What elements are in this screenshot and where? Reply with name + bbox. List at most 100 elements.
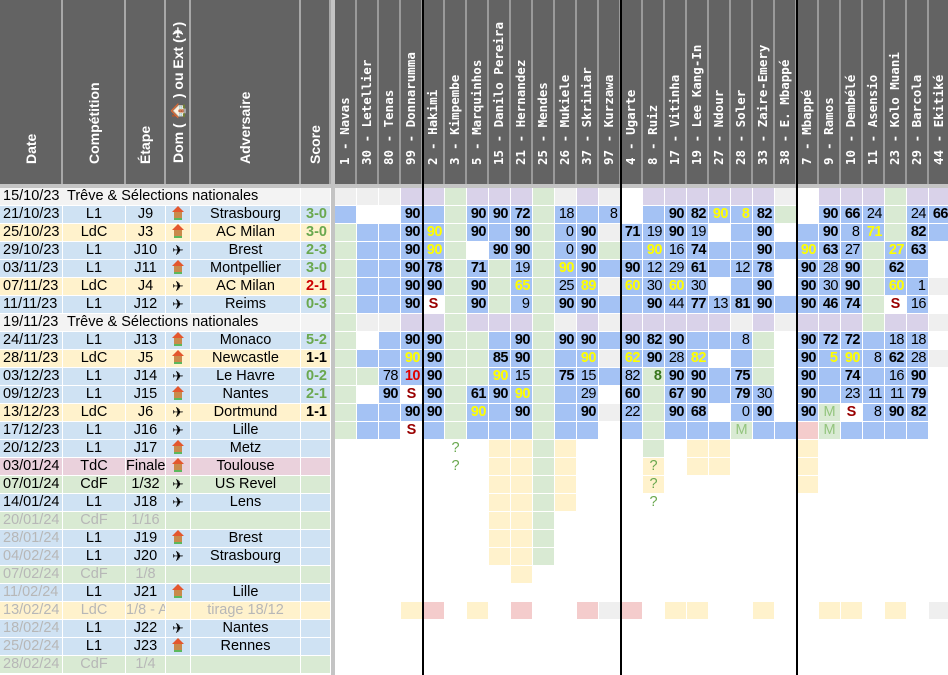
minutes-cell[interactable]: S: [401, 422, 423, 440]
empty-cell[interactable]: [401, 602, 423, 620]
minutes-cell[interactable]: 90: [577, 332, 599, 350]
empty-cell[interactable]: [885, 422, 907, 440]
minutes-cell[interactable]: 90: [467, 404, 489, 422]
empty-cell[interactable]: [775, 458, 797, 476]
empty-cell[interactable]: [929, 296, 948, 314]
empty-cell[interactable]: [445, 656, 467, 674]
empty-cell[interactable]: [643, 422, 665, 440]
empty-cell[interactable]: [687, 422, 709, 440]
empty-cell[interactable]: [929, 602, 948, 620]
empty-cell[interactable]: [709, 602, 731, 620]
minutes-cell[interactable]: 61: [687, 260, 709, 278]
empty-cell[interactable]: [709, 278, 731, 296]
empty-cell[interactable]: [819, 494, 841, 512]
empty-cell[interactable]: [863, 368, 885, 386]
minutes-cell[interactable]: 82: [621, 368, 643, 386]
empty-cell[interactable]: [511, 584, 533, 602]
empty-cell[interactable]: [643, 656, 665, 674]
empty-cell[interactable]: [753, 512, 775, 530]
player-column-header[interactable]: 33 - Zaire-Emery: [753, 0, 775, 186]
empty-cell[interactable]: [687, 548, 709, 566]
minutes-cell[interactable]: 90: [401, 260, 423, 278]
empty-cell[interactable]: [599, 638, 621, 656]
minutes-cell[interactable]: ?: [643, 476, 665, 494]
empty-cell[interactable]: [819, 458, 841, 476]
empty-cell[interactable]: [775, 224, 797, 242]
empty-cell[interactable]: [599, 602, 621, 620]
empty-cell[interactable]: [709, 440, 731, 458]
empty-cell[interactable]: [423, 458, 445, 476]
empty-cell[interactable]: [665, 440, 687, 458]
empty-cell[interactable]: [753, 368, 775, 386]
empty-cell[interactable]: [577, 188, 599, 206]
empty-cell[interactable]: [687, 458, 709, 476]
empty-cell[interactable]: [445, 422, 467, 440]
empty-cell[interactable]: [819, 656, 841, 674]
column-header[interactable]: Adversaire: [191, 0, 301, 186]
minutes-cell[interactable]: 90: [423, 332, 445, 350]
empty-cell[interactable]: [643, 566, 665, 584]
empty-cell[interactable]: [555, 188, 577, 206]
empty-cell[interactable]: [335, 224, 357, 242]
empty-cell[interactable]: [709, 638, 731, 656]
empty-cell[interactable]: [379, 566, 401, 584]
empty-cell[interactable]: [863, 566, 885, 584]
minutes-cell[interactable]: 90: [401, 350, 423, 368]
empty-cell[interactable]: [555, 440, 577, 458]
empty-cell[interactable]: [687, 584, 709, 602]
empty-cell[interactable]: [401, 458, 423, 476]
minutes-cell[interactable]: 82: [907, 404, 929, 422]
empty-cell[interactable]: [841, 458, 863, 476]
empty-cell[interactable]: [819, 512, 841, 530]
player-column-header[interactable]: 26 - Mukiele: [555, 0, 577, 186]
empty-cell[interactable]: [731, 584, 753, 602]
empty-cell[interactable]: [599, 494, 621, 512]
empty-cell[interactable]: [533, 278, 555, 296]
empty-cell[interactable]: [599, 242, 621, 260]
minutes-cell[interactable]: 22: [621, 404, 643, 422]
empty-cell[interactable]: [753, 422, 775, 440]
empty-cell[interactable]: [709, 512, 731, 530]
empty-cell[interactable]: [445, 530, 467, 548]
empty-cell[interactable]: [533, 314, 555, 332]
empty-cell[interactable]: [665, 188, 687, 206]
minutes-cell[interactable]: 0: [555, 224, 577, 242]
empty-cell[interactable]: [753, 440, 775, 458]
row-opponent[interactable]: [191, 512, 301, 530]
minutes-cell[interactable]: 90: [555, 332, 577, 350]
empty-cell[interactable]: [731, 530, 753, 548]
empty-cell[interactable]: [775, 296, 797, 314]
minutes-cell[interactable]: 46: [819, 296, 841, 314]
empty-cell[interactable]: [445, 584, 467, 602]
empty-cell[interactable]: [533, 458, 555, 476]
empty-cell[interactable]: [379, 620, 401, 638]
empty-cell[interactable]: [621, 584, 643, 602]
minutes-cell[interactable]: 90: [819, 206, 841, 224]
empty-cell[interactable]: [885, 584, 907, 602]
empty-cell[interactable]: [841, 440, 863, 458]
empty-cell[interactable]: [731, 548, 753, 566]
empty-cell[interactable]: [643, 638, 665, 656]
empty-cell[interactable]: [709, 224, 731, 242]
empty-cell[interactable]: [863, 278, 885, 296]
empty-cell[interactable]: [775, 440, 797, 458]
row-opponent[interactable]: Dortmund: [191, 404, 301, 422]
empty-cell[interactable]: [841, 548, 863, 566]
empty-cell[interactable]: [445, 242, 467, 260]
minutes-cell[interactable]: 11: [863, 386, 885, 404]
empty-cell[interactable]: [753, 350, 775, 368]
minutes-cell[interactable]: 78: [379, 368, 401, 386]
empty-cell[interactable]: [401, 620, 423, 638]
column-header[interactable]: Étape: [126, 0, 166, 186]
empty-cell[interactable]: [621, 476, 643, 494]
empty-cell[interactable]: [709, 548, 731, 566]
empty-cell[interactable]: [687, 566, 709, 584]
empty-cell[interactable]: [555, 548, 577, 566]
minutes-cell[interactable]: 90: [797, 350, 819, 368]
empty-cell[interactable]: [687, 476, 709, 494]
empty-cell[interactable]: [775, 242, 797, 260]
empty-cell[interactable]: [709, 242, 731, 260]
empty-cell[interactable]: [335, 206, 357, 224]
row-opponent[interactable]: Le Havre: [191, 368, 301, 386]
player-column-header[interactable]: 28 - Soler: [731, 0, 753, 186]
